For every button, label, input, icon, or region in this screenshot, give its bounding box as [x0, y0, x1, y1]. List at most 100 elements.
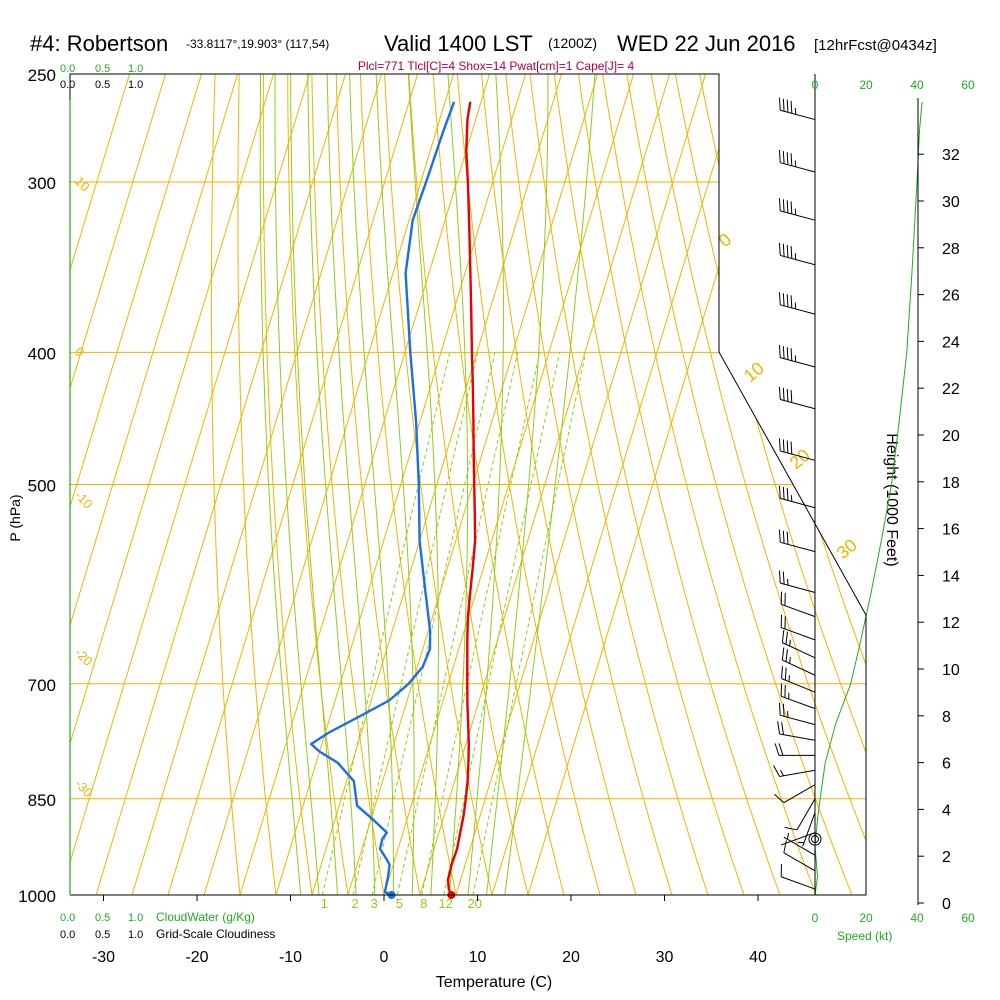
speed-axis-title: Speed (kt)	[837, 929, 892, 943]
speed-tick-top-20: 20	[859, 78, 873, 92]
cloud-scale-bottom2-1: 0.5	[95, 929, 110, 941]
cloud-scale-top-0: 0.0	[60, 63, 75, 75]
speed-tick-bottom-40: 40	[910, 911, 924, 925]
isotherm-label: 10	[72, 173, 93, 194]
height-tick-4: 4	[942, 802, 951, 819]
mixing-ratio-label-3: 3	[371, 896, 378, 911]
dry-adiabat-70	[478, 74, 646, 895]
y-axis-title: P (hPa)	[7, 494, 23, 541]
speed-tick-bottom-60: 60	[961, 911, 975, 925]
moist-adiabat-0	[326, 74, 376, 895]
pressure-tick-300: 300	[28, 174, 56, 193]
height-tick-18: 18	[942, 475, 960, 492]
wind-barb	[778, 702, 816, 726]
isotherm--30	[266, 74, 534, 895]
valid-date: WED 22 Jun 2016	[617, 31, 796, 56]
wind-barb	[778, 438, 816, 461]
pressure-tick-700: 700	[28, 676, 56, 695]
speed-tick-top-0: 0	[812, 78, 819, 92]
isotherm-label: -30	[72, 776, 96, 800]
isotherm--40	[230, 74, 498, 895]
theta-label: 0	[715, 229, 736, 251]
x-axis-title: Temperature (C)	[436, 974, 552, 991]
wind-barb	[774, 784, 816, 804]
height-tick-26: 26	[942, 288, 960, 305]
wind-barb	[783, 840, 816, 872]
moist-adiabat-20	[445, 74, 469, 895]
dry-adiabat--30	[237, 74, 280, 895]
dry-adiabat-90	[526, 74, 719, 895]
clipped-lines	[70, 74, 866, 895]
dry-adiabat-0	[311, 74, 390, 895]
height-tick-32: 32	[942, 147, 960, 164]
isotherm--10	[338, 74, 606, 895]
wind-barb	[778, 292, 816, 315]
wind-barb	[777, 721, 816, 741]
pressure-tick-400: 400	[28, 344, 56, 363]
cloud-scale-bottom2-2: 1.0	[128, 929, 143, 941]
mixing-ratio-2	[352, 352, 479, 895]
moist-adiabat--15	[274, 74, 322, 895]
cloud-scale-top-2: 1.0	[128, 63, 143, 75]
mixing-ratio-3	[371, 352, 496, 895]
height-tick-0: 0	[942, 896, 951, 913]
wind-barb	[778, 344, 816, 368]
isotherm-label: -20	[72, 645, 96, 669]
utc-time: (1200Z)	[548, 35, 597, 51]
isotherm-10	[410, 74, 678, 895]
moist-adiabat--10	[290, 74, 340, 895]
speed-tick-bottom-0: 0	[812, 911, 819, 925]
wind-barb	[778, 485, 816, 509]
isotherm--90	[70, 74, 318, 895]
dry-adiabat-30	[383, 74, 499, 895]
dry-adiabat-20	[359, 74, 463, 895]
isotherm-0	[374, 74, 642, 895]
isotherm-20	[446, 74, 714, 895]
mixing-ratio-12	[443, 352, 561, 895]
speed-tick-top-60: 60	[961, 78, 975, 92]
height-tick-28: 28	[942, 241, 960, 258]
pressure-tick-850: 850	[28, 791, 56, 810]
isotherm--100	[70, 74, 282, 895]
height-tick-12: 12	[942, 615, 960, 632]
isotherm--130	[70, 74, 174, 895]
dry-adiabat-50	[430, 74, 572, 895]
temp-tick--20: -20	[185, 949, 208, 966]
pressure-tick-1000: 1000	[18, 887, 56, 906]
dry-adiabat-140	[646, 74, 866, 895]
dry-adiabat-180	[742, 74, 866, 895]
moist-adiabat--5	[307, 74, 358, 895]
wind-barb	[778, 198, 816, 221]
plot-layer	[309, 97, 923, 899]
pressure-tick-500: 500	[28, 477, 56, 496]
cloudiness-label: Grid-Scale Cloudiness	[156, 927, 275, 941]
mixing-ratio-label-8: 8	[420, 896, 427, 911]
temp-tick-10: 10	[469, 949, 487, 966]
isotherm--50	[194, 74, 462, 895]
cloud-scale-bottom-2: 1.0	[128, 912, 143, 924]
wind-barb	[781, 832, 816, 846]
height-tick-2: 2	[942, 849, 951, 866]
speed-tick-bottom-20: 20	[859, 911, 873, 925]
cloud-scale-top-1: 0.5	[95, 63, 110, 75]
speed-tick-top-40: 40	[910, 78, 924, 92]
temp-tick--30: -30	[92, 949, 115, 966]
wind-barb	[778, 97, 816, 121]
dry-adiabat-80	[502, 74, 682, 895]
cloud-scale-bottom2-0: 0.0	[60, 929, 75, 941]
temp-tick-30: 30	[656, 949, 674, 966]
dry-adiabat-160	[694, 74, 866, 895]
wind-speed-profile	[814, 101, 923, 896]
wind-barb	[784, 798, 816, 831]
temp-tick-40: 40	[749, 949, 767, 966]
wind-barb	[774, 743, 815, 756]
isotherm--60	[158, 74, 426, 895]
wind-barb	[773, 765, 816, 777]
valid-time: Valid 1400 LST	[384, 31, 533, 56]
cloud-scale-top2-0: 0.0	[60, 79, 75, 91]
height-tick-8: 8	[942, 709, 951, 726]
height-tick-6: 6	[942, 756, 951, 773]
